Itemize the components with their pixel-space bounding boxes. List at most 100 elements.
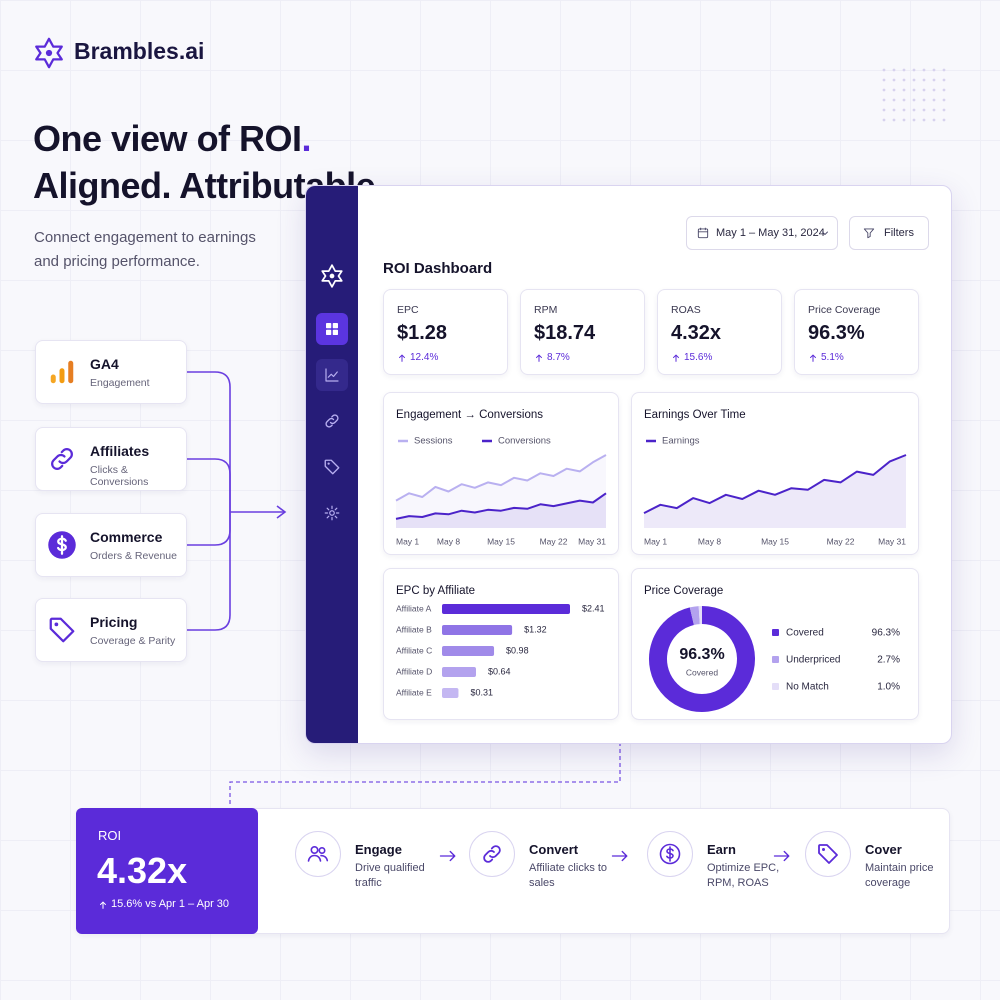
source-card: Pricing Coverage & Parity	[35, 598, 187, 662]
link-icon	[483, 845, 501, 863]
value-label: 2.7%	[877, 655, 900, 666]
kpi-label: Price Coverage	[808, 304, 881, 316]
icon-part	[611, 850, 628, 862]
step-text: Affiliate clicks to sales	[529, 862, 608, 889]
nav-item[interactable]	[316, 497, 348, 529]
accent-dot: .	[301, 118, 312, 159]
filters-button[interactable]: Filters	[849, 216, 929, 250]
bar	[442, 667, 476, 677]
kpi-label: EPC	[397, 304, 419, 316]
source-name: Commerce	[90, 529, 163, 545]
link-icon	[325, 414, 339, 428]
brand-name: Brambles.ai	[74, 38, 205, 64]
dashboard-title: ROI Dashboard	[383, 260, 493, 277]
step-icon	[469, 831, 515, 877]
legend-label: No Match	[786, 682, 829, 693]
source-name: GA4	[90, 356, 119, 372]
chart-title: EPC by Affiliate	[396, 585, 475, 597]
source-card: GA4 Engagement	[35, 340, 187, 404]
up-icon	[399, 354, 405, 362]
source-card: Affiliates Clicks & Conversions	[35, 427, 187, 491]
bar	[442, 604, 570, 614]
nav-item[interactable]	[316, 405, 348, 437]
icon-part	[822, 231, 828, 236]
chev-icon	[822, 231, 828, 236]
series-line	[395, 454, 607, 502]
dot	[902, 68, 906, 72]
kpi-label: RPM	[534, 304, 558, 316]
legend-label: Earnings	[662, 436, 700, 447]
dot	[892, 88, 896, 92]
star-icon	[321, 264, 343, 288]
bar-chart: EPC by Affiliate Affiliate A $2.41 Affiliat…	[396, 585, 605, 698]
roi-value: 4.32x	[97, 850, 188, 891]
dot	[882, 98, 886, 102]
icon-part	[68, 360, 74, 384]
icon-part	[35, 37, 63, 69]
up-icon	[673, 354, 679, 362]
arrow-icon	[611, 850, 628, 862]
donut-segment	[649, 606, 755, 712]
dot	[912, 108, 916, 112]
icon-part	[326, 329, 332, 335]
gear-icon	[324, 505, 340, 521]
icon-part	[325, 368, 339, 382]
kpi-value: $18.74	[534, 322, 596, 344]
icon-part	[325, 414, 339, 428]
kpi-change: 12.4%	[410, 352, 439, 363]
legend-label: Underpriced	[786, 655, 840, 666]
nav-item[interactable]	[316, 359, 348, 391]
kpi-change: 5.1%	[821, 352, 844, 363]
dot	[882, 118, 886, 122]
icon-part	[307, 854, 329, 862]
dot	[902, 78, 906, 82]
x-tick-label: May 1	[396, 536, 419, 546]
people-icon	[307, 846, 329, 862]
value-label: $0.31	[470, 687, 493, 697]
dot	[912, 68, 916, 72]
icon-part	[439, 850, 456, 862]
icon-part	[59, 368, 65, 384]
nav-item[interactable]	[316, 451, 348, 483]
kpi-value: 4.32x	[671, 322, 722, 344]
filters-label: Filters	[884, 227, 914, 239]
icon-part	[327, 462, 330, 465]
dot	[932, 118, 936, 122]
source-detail: Engagement	[90, 377, 150, 389]
icon-part	[100, 901, 106, 909]
date-range: May 1 – May 31, 2024	[716, 227, 825, 239]
icon-part	[54, 622, 59, 627]
dot	[912, 118, 916, 122]
icon-part	[57, 535, 67, 555]
area-fill	[396, 493, 606, 528]
icon-part	[51, 448, 73, 470]
dot	[902, 118, 906, 122]
value-label: 96.3%	[872, 628, 900, 639]
dot	[912, 88, 916, 92]
nav-item[interactable]	[316, 313, 348, 345]
date-picker[interactable]: May 1 – May 31, 2024	[686, 216, 838, 250]
icon-part	[50, 374, 56, 384]
subtitle: Connect engagement to earnings	[34, 229, 256, 246]
icon-part	[324, 505, 340, 521]
dot	[892, 118, 896, 122]
calendar-icon	[697, 227, 709, 239]
dot	[932, 78, 936, 82]
x-tick-label: May 8	[437, 536, 460, 546]
link-line	[187, 458, 231, 512]
category-label: Affiliate D	[396, 666, 432, 676]
chart-card: Earnings Over Time Earnings May 1 May 8 May …	[631, 392, 919, 555]
step-text: Drive qualified traffic	[355, 862, 425, 889]
x-tick-label: May 31	[578, 536, 606, 546]
donut-center-value: 96.3%	[679, 646, 724, 663]
kpi-value: 96.3%	[808, 322, 865, 344]
filter-icon	[863, 228, 875, 239]
arrow-head	[276, 505, 287, 519]
icon-part	[773, 850, 790, 862]
value-label: $1.32	[524, 624, 547, 634]
dot	[882, 68, 886, 72]
value-label: 1.0%	[877, 682, 900, 693]
icon-part	[399, 354, 405, 362]
step-title: Cover	[865, 842, 902, 857]
